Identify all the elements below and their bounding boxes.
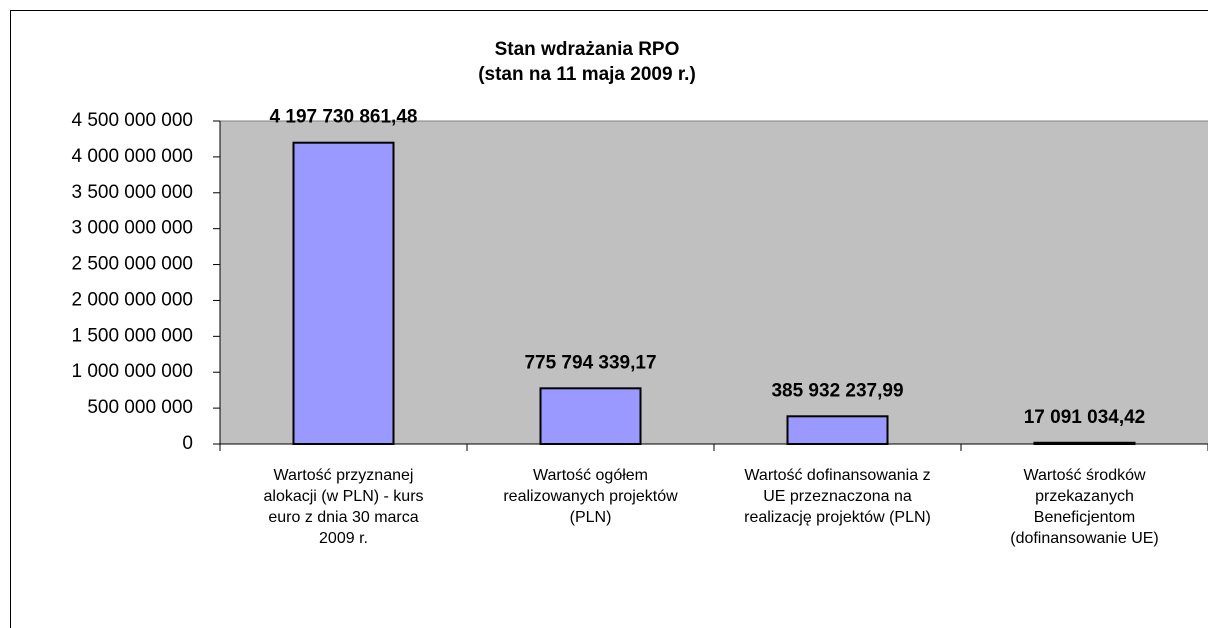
x-tick-label: Wartość przyznanej alokacji (w PLN) - kur…: [263, 467, 423, 547]
y-tick-label: 2 500 000 000: [71, 254, 193, 275]
y-tick-label: 1 000 000 000: [71, 361, 193, 382]
value-label: 17 091 034,42: [1024, 407, 1146, 428]
y-tick-label: 500 000 000: [87, 397, 193, 418]
y-tick-label: 0: [182, 433, 193, 454]
bar: [292, 141, 395, 446]
y-tick-label: 4 000 000 000: [71, 146, 193, 167]
y-tick-label: 3 500 000 000: [71, 182, 193, 203]
x-tick-label: Wartość środków przekazanych Beneficjentom…: [1010, 467, 1159, 547]
bar: [786, 415, 889, 446]
y-tick-label: 2 000 000 000: [71, 289, 193, 310]
x-tick-label: Wartość ogółem realizowanych projektów (PL…: [503, 467, 678, 526]
y-tick-label: 1 500 000 000: [71, 325, 193, 346]
value-label: 4 197 730 861,48: [270, 107, 418, 128]
chart-title: Stan wdrażania RPO (stan na 11 maja 2009 …: [478, 39, 696, 85]
bar: [1033, 441, 1136, 446]
x-tick-label: Wartość dofinansowania z UE przeznaczona …: [744, 467, 931, 526]
bar: [539, 387, 642, 446]
value-label: 385 932 237,99: [771, 380, 903, 401]
y-tick-label: 3 000 000 000: [71, 218, 193, 239]
value-label: 775 794 339,17: [524, 352, 656, 373]
y-tick-label: 4 500 000 000: [71, 110, 193, 131]
